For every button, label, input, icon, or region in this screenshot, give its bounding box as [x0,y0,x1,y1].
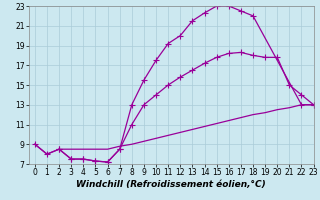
X-axis label: Windchill (Refroidissement éolien,°C): Windchill (Refroidissement éolien,°C) [76,180,266,189]
